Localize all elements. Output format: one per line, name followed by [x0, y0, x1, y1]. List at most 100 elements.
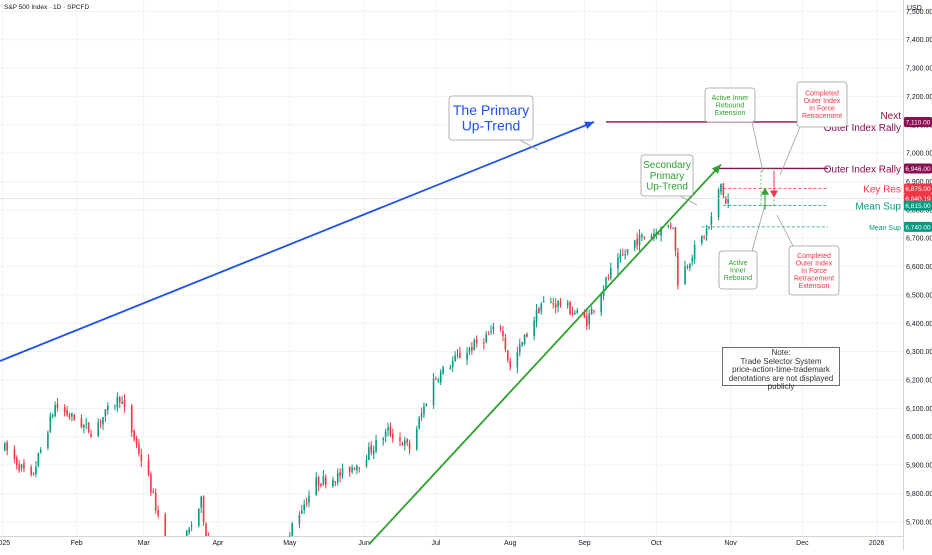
- candle-body: [559, 302, 562, 306]
- candle-body: [705, 229, 708, 236]
- candle-body: [504, 337, 507, 350]
- y-tick-label: 6,200.00: [906, 378, 932, 385]
- candle-body: [387, 427, 389, 431]
- candle-body: [638, 234, 641, 246]
- candle-body: [35, 466, 37, 475]
- outer-retracement-callout-box: [796, 81, 848, 128]
- candle-body: [449, 367, 452, 369]
- candle-body: [351, 467, 353, 472]
- candle-body: [87, 422, 90, 432]
- candle-body: [617, 257, 619, 269]
- primary-uptrend-callout-text: Up-Trend: [462, 117, 521, 133]
- candle-body: [574, 312, 576, 315]
- candle-body: [418, 417, 420, 429]
- candle-body: [538, 307, 540, 314]
- candle-body: [677, 252, 679, 286]
- candle-body: [358, 467, 361, 469]
- x-tick-label: 2025: [0, 540, 10, 547]
- candle-body: [506, 350, 509, 361]
- candle-body: [322, 476, 325, 485]
- candle-body: [336, 472, 339, 483]
- outer-retracement-callout-text: Completed: [805, 91, 839, 98]
- x-tick-label: Nov: [724, 540, 737, 547]
- candle-body: [66, 410, 68, 416]
- y-tick-label: 6,300.00: [906, 349, 932, 356]
- candle-body: [202, 496, 205, 523]
- candle-body: [624, 254, 626, 256]
- candle-body: [102, 417, 104, 425]
- y-tick-label: 5,900.00: [906, 463, 932, 470]
- level-label: Next: [880, 111, 901, 122]
- candle-body: [408, 442, 411, 450]
- candle-body: [483, 342, 485, 344]
- candle-body: [154, 492, 157, 511]
- candle-body: [420, 413, 423, 418]
- x-tick-label: Apr: [213, 540, 225, 547]
- down-arrow-head: [770, 190, 778, 198]
- candle-body: [485, 334, 488, 343]
- x-tick-label: May: [283, 540, 297, 547]
- candle-body: [348, 466, 351, 473]
- price-tag-label: 6,840.19: [905, 196, 931, 203]
- candle-body: [116, 396, 119, 408]
- price-tag-label: 6,740.00: [905, 224, 931, 231]
- candle-body: [650, 235, 653, 239]
- price-tag: [904, 200, 932, 211]
- y-tick-label: 6,500.00: [906, 292, 932, 299]
- x-tick-label: Jul: [431, 540, 440, 547]
- candle-body: [13, 449, 16, 459]
- candle-body: [63, 407, 66, 413]
- candle-body: [370, 445, 373, 453]
- inner-rebound-callout-box: [718, 250, 758, 290]
- candle-body: [451, 360, 454, 368]
- candle-body: [590, 308, 593, 315]
- candle-body: [150, 474, 152, 493]
- candle-body: [375, 440, 377, 452]
- candle-body: [660, 227, 662, 236]
- y-tick-label: 7,200.00: [906, 94, 932, 101]
- level-label: Mean Sup: [855, 202, 901, 213]
- candle-body: [341, 468, 344, 476]
- outer-retracement-ext-callout-text: Retracement: [794, 275, 834, 282]
- candle-body: [123, 400, 126, 407]
- candle-body: [80, 418, 83, 428]
- inner-rebound-callout-text: Active: [728, 260, 747, 267]
- candle-body: [643, 236, 646, 238]
- candle-body: [406, 439, 408, 443]
- price-tag-label: 6,875.00: [905, 186, 931, 193]
- candle-body: [97, 422, 100, 436]
- outer-retracement-callout-text: Retracement: [802, 113, 842, 120]
- note-box: Note: Trade Selector System price-action…: [722, 347, 840, 391]
- candle-body: [588, 313, 591, 325]
- inner-rebound-ext-callout-box: [704, 87, 756, 123]
- candle-body: [437, 380, 440, 382]
- candle-body: [200, 496, 202, 508]
- candle-body: [454, 355, 456, 362]
- candle-body: [653, 233, 655, 237]
- candle-body: [540, 303, 543, 312]
- price-tag-label: 7,110.00: [906, 120, 931, 127]
- candle-body: [526, 334, 528, 337]
- candle-body: [73, 414, 76, 421]
- candle-body: [403, 440, 406, 446]
- y-tick-label: 6,800.00: [906, 207, 932, 214]
- up-arrow-head: [761, 187, 769, 195]
- price-tag: [904, 116, 932, 127]
- candle-body: [490, 331, 492, 333]
- candle-body: [305, 503, 308, 505]
- candle-body: [6, 442, 8, 451]
- y-tick-label: 6,400.00: [906, 321, 932, 328]
- candle-body: [619, 254, 622, 259]
- candle-body: [138, 443, 140, 454]
- candle-body: [722, 183, 725, 196]
- candle-body: [384, 431, 387, 438]
- candle-body: [339, 472, 341, 477]
- candle-body: [701, 236, 703, 244]
- candle-body: [83, 424, 85, 428]
- candle-body: [140, 454, 143, 461]
- price-tag: [904, 221, 932, 232]
- candle-body: [691, 257, 694, 262]
- candle-body: [3, 443, 6, 451]
- secondary-uptrend-callout-text: Secondary: [643, 160, 691, 171]
